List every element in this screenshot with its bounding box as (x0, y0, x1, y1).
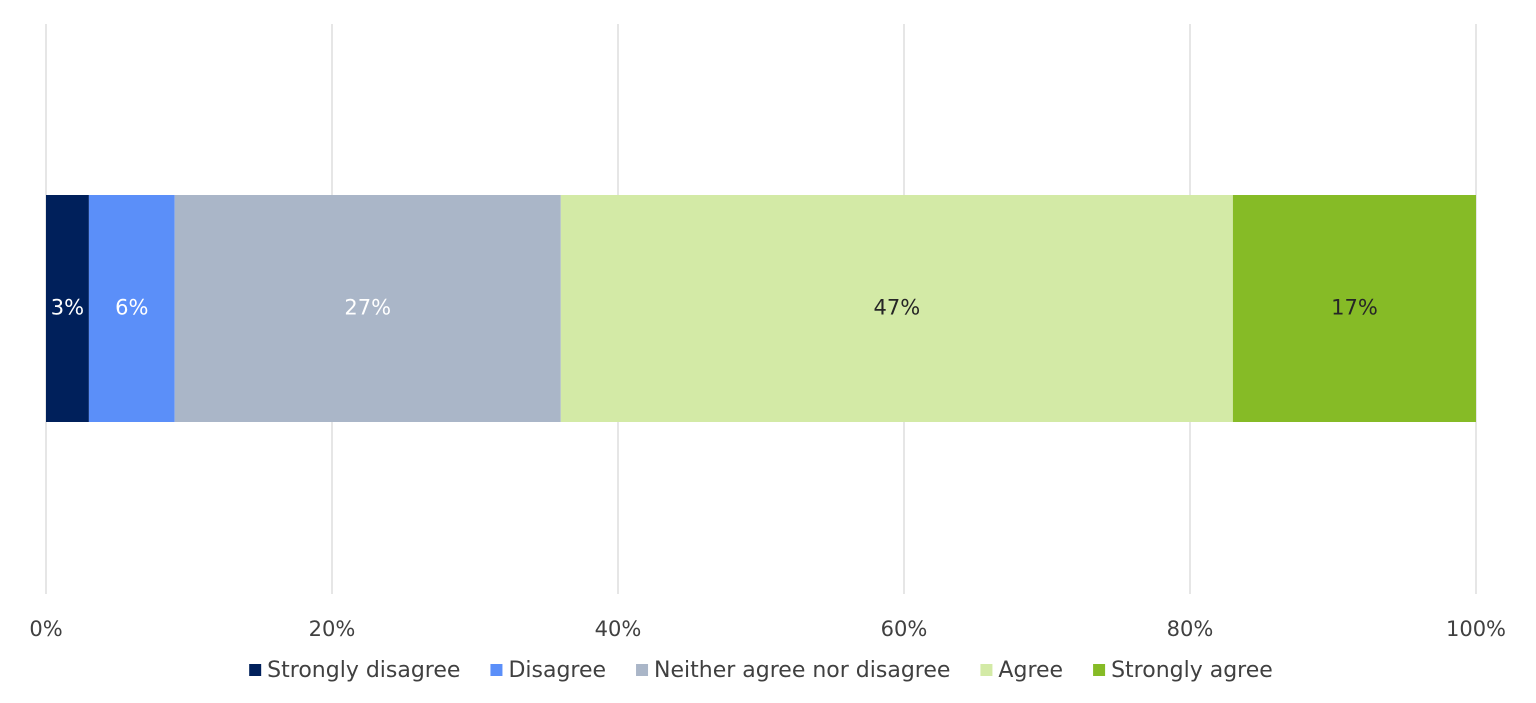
data-label-strongly-disagree: 3% (51, 296, 84, 320)
x-tick-label: 100% (1446, 617, 1506, 641)
data-label-agree: 47% (874, 296, 921, 320)
bar-segment-strongly-disagree (46, 195, 89, 422)
legend: Strongly disagree Disagree Neither agree n… (249, 658, 1273, 683)
legend-swatch (636, 664, 649, 676)
data-label-strongly-agree: 17% (1331, 296, 1378, 320)
legend-label: Strongly agree (1111, 658, 1273, 683)
x-axis-tick-labels: 0% 20% 40% 60% 80% 100% (29, 617, 1506, 641)
bar-segment-agree (560, 195, 1233, 422)
legend-label: Agree (998, 658, 1063, 683)
x-tick-label: 80% (1167, 617, 1214, 641)
x-tick-label: 60% (881, 617, 928, 641)
x-tick-label: 20% (309, 617, 356, 641)
legend-swatch (980, 664, 993, 676)
legend-label: Strongly disagree (267, 658, 460, 683)
legend-item-neither-agree-nor-disagree: Neither agree nor disagree (636, 658, 950, 683)
data-label-neither-agree-nor-disagree: 27% (344, 296, 391, 320)
bar-segment-disagree (88, 195, 175, 422)
x-tick-label: 0% (29, 617, 62, 641)
x-tick-label: 40% (595, 617, 642, 641)
legend-label: Disagree (508, 658, 606, 683)
legend-swatch (249, 664, 262, 676)
bar-segments (46, 195, 1476, 422)
legend-item-strongly-agree: Strongly agree (1093, 658, 1273, 683)
legend-label: Neither agree nor disagree (654, 658, 950, 683)
data-labels: 3% 6% 27% 47% 17% (51, 296, 1378, 320)
data-label-disagree: 6% (115, 296, 148, 320)
legend-item-disagree: Disagree (490, 658, 606, 683)
bar-segment-neither-agree-nor-disagree (174, 195, 561, 422)
legend-item-strongly-disagree: Strongly disagree (249, 658, 460, 683)
bar-segment-strongly-agree (1232, 195, 1476, 422)
legend-swatch (1093, 664, 1106, 676)
legend-swatch (490, 664, 503, 676)
legend-item-agree: Agree (980, 658, 1063, 683)
